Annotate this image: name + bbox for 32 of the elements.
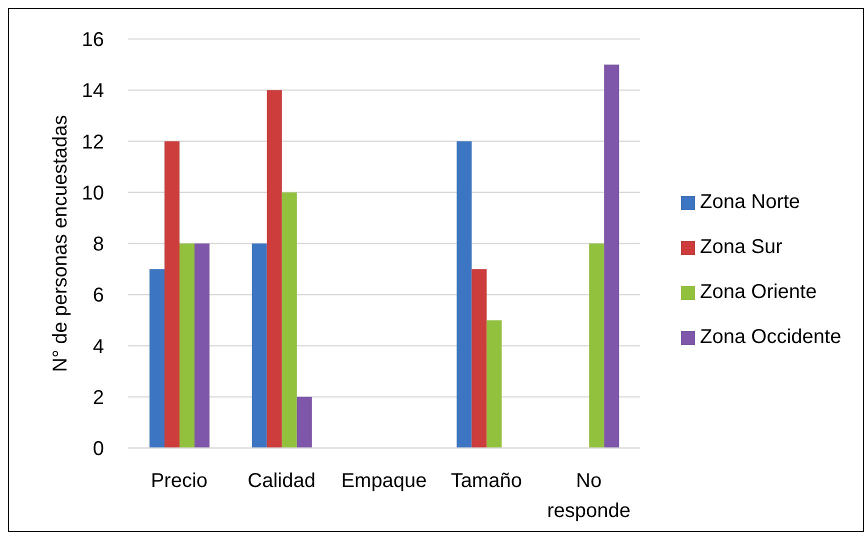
bar: [296, 396, 312, 448]
bar: [589, 244, 604, 448]
y-tick-label: 4: [92, 336, 104, 358]
bar: [472, 269, 487, 448]
x-tick-label: Calidad: [248, 470, 316, 492]
legend-label: Zona Occidente: [700, 326, 842, 349]
y-tick-label: 6: [92, 284, 104, 307]
bar: [180, 244, 195, 448]
bar: [252, 244, 267, 448]
bar: [486, 320, 502, 448]
y-tick-label: 10: [82, 182, 104, 204]
bar: [194, 244, 210, 448]
y-axis-title: N° de personas encuestadas: [50, 114, 72, 372]
bar: [604, 64, 620, 448]
bar: [164, 141, 180, 448]
y-tick-label: 12: [82, 131, 104, 154]
legend-label: Zona Norte: [700, 191, 800, 214]
y-tick-label: 14: [82, 80, 104, 102]
y-tick-label: 16: [82, 29, 104, 52]
legend-label: Zona Oriente: [700, 281, 817, 304]
y-tick-label: 0: [92, 438, 104, 460]
y-tick-label: 2: [92, 386, 104, 409]
bar: [266, 90, 282, 448]
x-tick-label: No responde: [547, 470, 631, 522]
x-tick-label: Empaque: [341, 470, 427, 492]
bar: [150, 269, 165, 448]
bar: [282, 192, 297, 448]
y-tick-label: 8: [92, 234, 104, 256]
x-tick-label: Precio: [150, 470, 208, 492]
bar: [456, 141, 472, 448]
x-tick-label: Tamaño: [450, 470, 522, 492]
legend-label: Zona Sur: [700, 236, 782, 259]
